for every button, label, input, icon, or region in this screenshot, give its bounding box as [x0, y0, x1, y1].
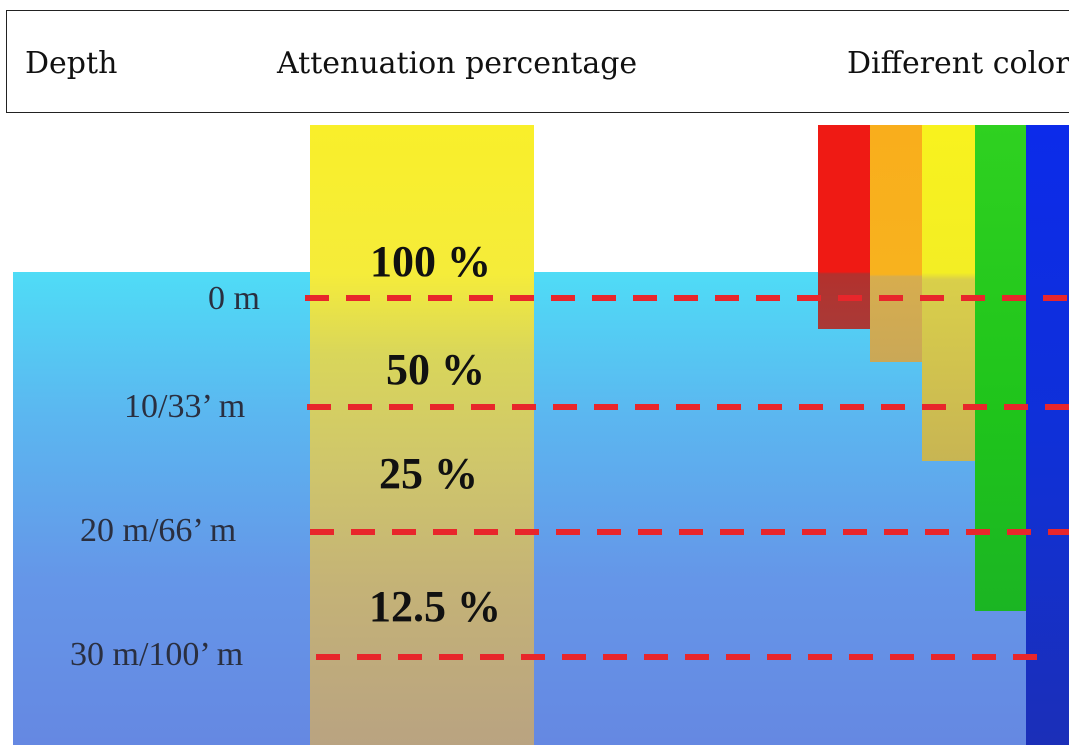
yellow-light-bar [922, 125, 975, 461]
percentage-25: 25 % [379, 449, 478, 498]
depth-header: Depth [25, 46, 118, 81]
depth-label-0: 0 m [208, 280, 260, 317]
header-box: Depth Attenuation percentage Different c… [6, 10, 1069, 113]
attenuation-header: Attenuation percentage [277, 46, 638, 81]
depth-line-20 [310, 529, 1069, 535]
depth-line-0 [305, 295, 1069, 301]
color-header: Different color [847, 46, 1069, 81]
depth-label-30: 30 m/100’ m [70, 636, 244, 673]
blue-light-bar [1026, 125, 1069, 745]
light-intensity-column [310, 125, 534, 745]
percentage-100: 100 % [370, 237, 491, 286]
depth-line-10 [307, 404, 1069, 410]
percentage-12-5: 12.5 % [369, 582, 501, 631]
depth-line-30 [316, 654, 1046, 660]
percentage-50: 50 % [386, 345, 485, 394]
green-light-bar [975, 125, 1026, 611]
orange-light-bar [870, 125, 922, 362]
depth-label-20: 20 m/66’ m [80, 512, 237, 549]
depth-label-10: 10/33’ m [124, 388, 246, 425]
